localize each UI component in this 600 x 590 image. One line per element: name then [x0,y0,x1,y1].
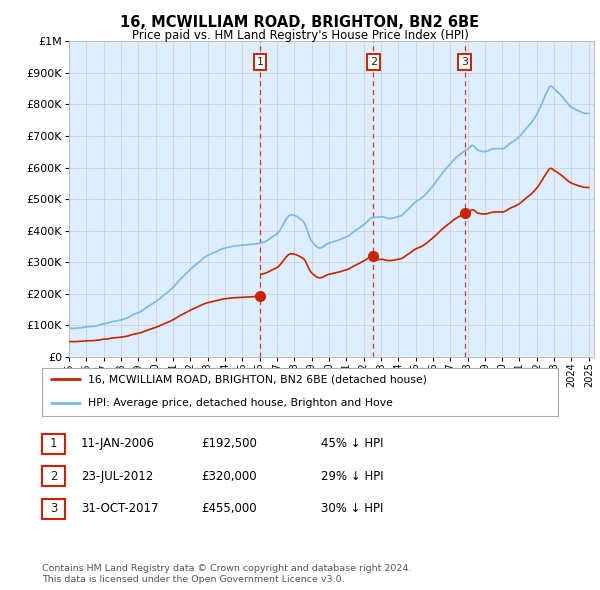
Text: £455,000: £455,000 [201,502,257,516]
Text: 2: 2 [370,57,377,67]
Text: 11-JAN-2006: 11-JAN-2006 [81,437,155,451]
Text: 30% ↓ HPI: 30% ↓ HPI [321,502,383,516]
Text: This data is licensed under the Open Government Licence v3.0.: This data is licensed under the Open Gov… [42,575,344,584]
Text: 16, MCWILLIAM ROAD, BRIGHTON, BN2 6BE: 16, MCWILLIAM ROAD, BRIGHTON, BN2 6BE [121,15,479,30]
Text: 3: 3 [50,502,57,516]
Text: 23-JUL-2012: 23-JUL-2012 [81,470,153,483]
Text: £192,500: £192,500 [201,437,257,451]
Text: 29% ↓ HPI: 29% ↓ HPI [321,470,383,483]
Text: HPI: Average price, detached house, Brighton and Hove: HPI: Average price, detached house, Brig… [88,398,394,408]
Text: Contains HM Land Registry data © Crown copyright and database right 2024.: Contains HM Land Registry data © Crown c… [42,565,412,573]
Text: 16, MCWILLIAM ROAD, BRIGHTON, BN2 6BE (detached house): 16, MCWILLIAM ROAD, BRIGHTON, BN2 6BE (d… [88,374,427,384]
Text: 2: 2 [50,470,57,483]
Text: 31-OCT-2017: 31-OCT-2017 [81,502,158,516]
Text: £320,000: £320,000 [201,470,257,483]
Text: 45% ↓ HPI: 45% ↓ HPI [321,437,383,451]
Text: 1: 1 [50,437,57,451]
Text: Price paid vs. HM Land Registry's House Price Index (HPI): Price paid vs. HM Land Registry's House … [131,30,469,42]
Text: 3: 3 [461,57,468,67]
Text: 1: 1 [257,57,263,67]
